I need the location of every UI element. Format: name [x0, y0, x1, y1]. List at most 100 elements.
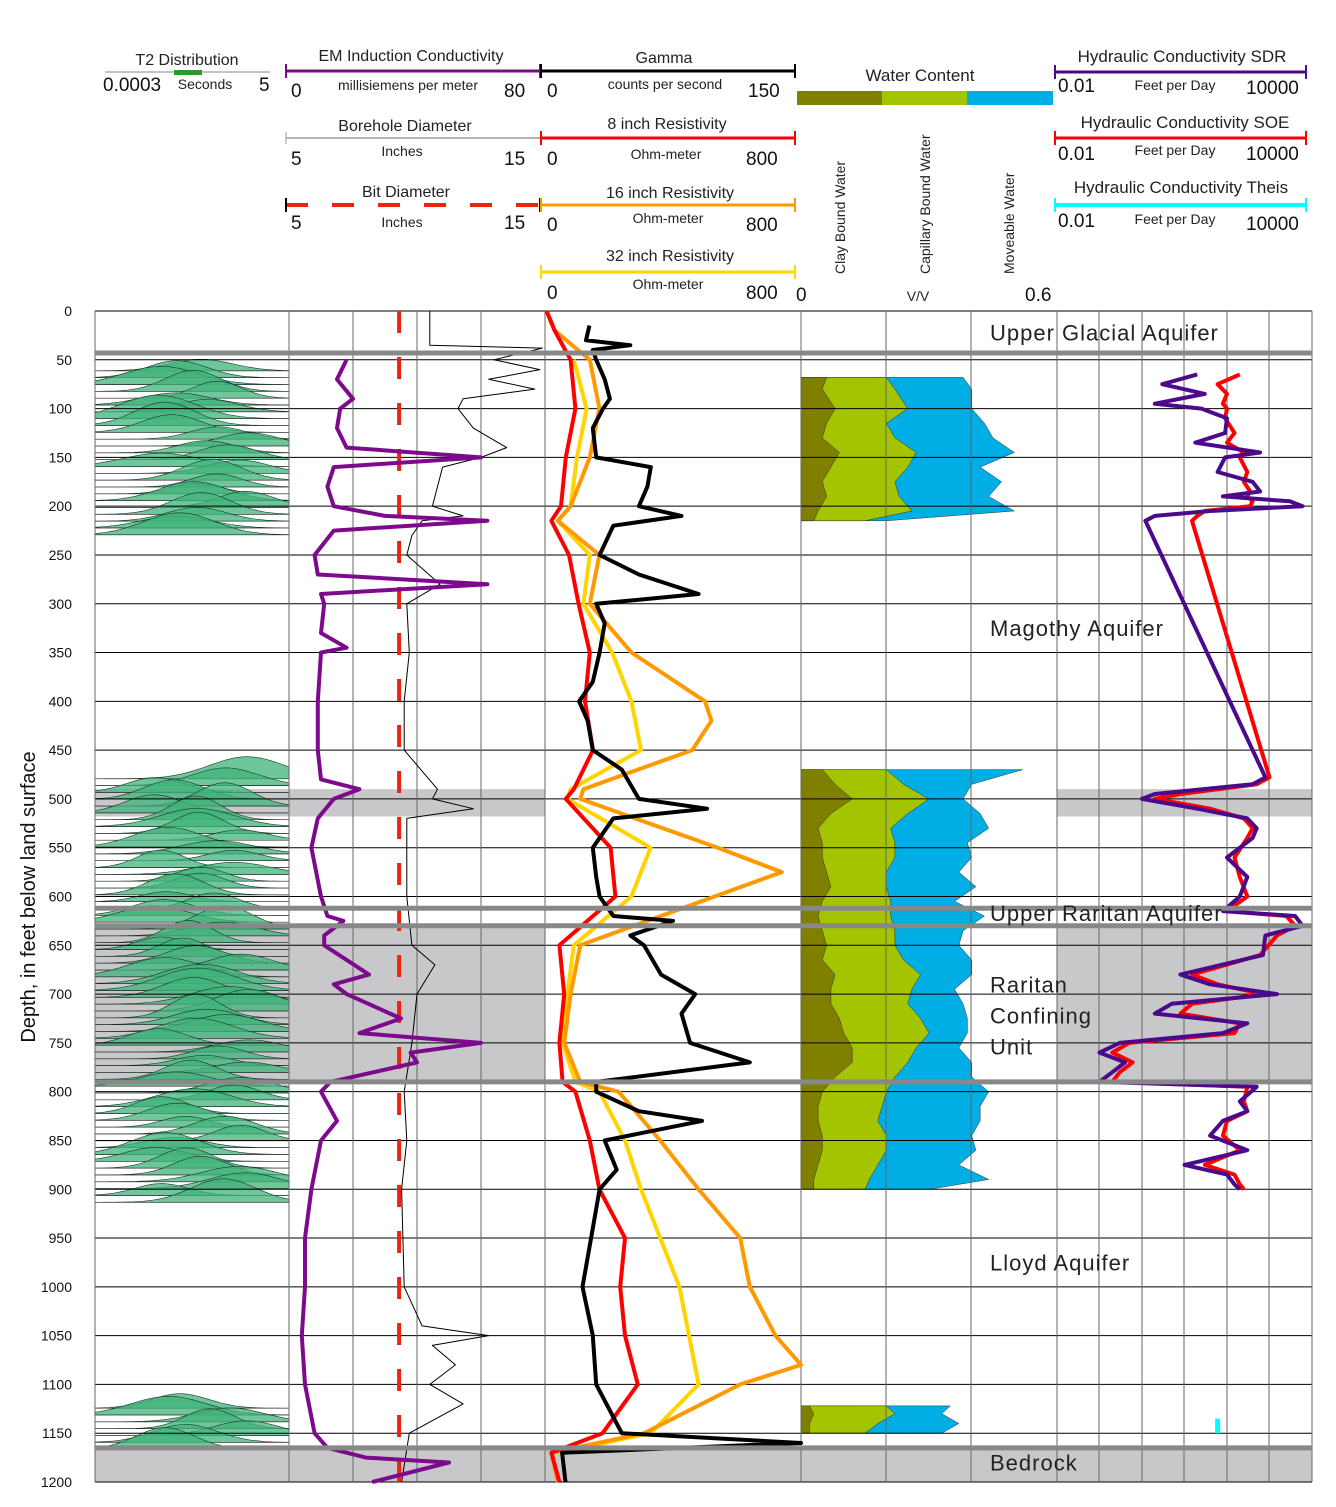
depth-tick-label: 0 — [64, 303, 72, 319]
unit-boundaries — [95, 350, 1312, 1451]
legend-water-min: 0 — [796, 285, 807, 306]
depth-tick-label: 800 — [49, 1084, 73, 1100]
depth-tick-label: 1050 — [41, 1328, 72, 1344]
legend-water: Water Content Clay Bound Water Capillary… — [796, 66, 1053, 306]
legend-k-theis-unit: Feet per Day — [1135, 211, 1216, 227]
legend-gamma-min: 0 — [547, 81, 558, 102]
legend-gamma: Gamma 0 counts per second 150 — [540, 50, 796, 102]
depth-tick-label: 150 — [49, 449, 73, 465]
t2-trace — [94, 795, 290, 821]
legend-em-min: 0 — [291, 81, 302, 102]
legend-res8-unit: Ohm-meter — [631, 146, 702, 162]
depth-tick-label: 1000 — [41, 1279, 72, 1295]
depth-tick-label: 400 — [49, 693, 73, 709]
legend-k-theis-max: 10000 — [1246, 214, 1299, 235]
depth-tick-label: 50 — [56, 352, 72, 368]
depth-tick-label: 900 — [49, 1181, 73, 1197]
legend-gamma-title: Gamma — [636, 50, 693, 67]
legend-res16-max: 800 — [746, 215, 778, 236]
legend-res8: 8 inch Resistivity 0 Ohm-meter 800 — [540, 116, 796, 170]
resistivity-8in-curve — [544, 310, 640, 1483]
legend-k-soe: Hydraulic Conductivity SOE 0.01 Feet per… — [1054, 113, 1307, 165]
legend-k-soe-title: Hydraulic Conductivity SOE — [1081, 113, 1290, 132]
legend-clay-swatch — [797, 91, 882, 105]
t2-trace — [94, 370, 290, 392]
legend-em-max: 80 — [504, 81, 525, 102]
legend-res32-min: 0 — [547, 283, 558, 304]
legend-moveable-label: Moveable Water — [1001, 172, 1017, 274]
legend-k-sdr-title: Hydraulic Conductivity SDR — [1078, 47, 1287, 66]
legend-bit-unit: Inches — [381, 214, 422, 230]
depth-tick-label: 350 — [49, 645, 73, 661]
t2-trace — [94, 826, 290, 848]
depth-tick-label: 700 — [49, 986, 73, 1002]
legend-t2-title: T2 Distribution — [135, 52, 238, 69]
gamma-curve — [560, 325, 803, 1483]
legend-bit-min: 5 — [291, 213, 302, 234]
legend-em-unit: millisiemens per meter — [338, 77, 478, 93]
depth-tick-label: 550 — [49, 840, 73, 856]
legend-k-theis-min: 0.01 — [1058, 211, 1095, 232]
legend-capillary-swatch — [882, 91, 967, 105]
depth-tick-label: 450 — [49, 742, 73, 758]
legend-res8-title: 8 inch Resistivity — [607, 116, 726, 133]
depth-tick-label: 950 — [49, 1230, 73, 1246]
legend-water-max: 0.6 — [1025, 285, 1051, 306]
resistivity-16in-curve — [544, 310, 803, 1483]
legend-t2: T2 Distribution 0.0003 Seconds 5 — [103, 52, 270, 96]
legend-k-sdr-max: 10000 — [1246, 78, 1299, 99]
legend-res16-title: 16 inch Resistivity — [606, 185, 734, 202]
legend-t2-unit: Seconds — [178, 76, 232, 92]
t2-distribution-track — [94, 359, 290, 1450]
t2-trace — [94, 492, 290, 515]
unit-label: Upper Glacial Aquifer — [990, 320, 1219, 345]
legend-res32-max: 800 — [746, 283, 778, 304]
legend-gamma-unit: counts per second — [608, 76, 722, 92]
borehole-diameter-curve — [401, 311, 543, 1483]
clay-bound-water-area — [800, 377, 840, 522]
legend-res32-title: 32 inch Resistivity — [606, 248, 734, 265]
unit-label: Lloyd Aquifer — [990, 1250, 1130, 1275]
legend-borehole: Borehole Diameter 5 Inches 15 — [285, 118, 540, 170]
t2-trace — [94, 1059, 290, 1080]
depth-tick-label: 1150 — [42, 1425, 72, 1441]
legend-bit-title: Bit Diameter — [362, 184, 451, 201]
t2-trace — [94, 1102, 289, 1121]
k-sdr-curve — [1097, 372, 1305, 1191]
unit-label: Confining — [990, 1003, 1092, 1028]
curves — [299, 310, 1305, 1484]
legend-res32-unit: Ohm-meter — [633, 276, 704, 292]
legend-bit-max: 15 — [504, 213, 525, 234]
legend-t2-min: 0.0003 — [103, 75, 161, 96]
legend-borehole-min: 5 — [291, 149, 302, 170]
t2-trace — [94, 812, 290, 834]
depth-tick-label: 100 — [49, 401, 73, 417]
legend-k-theis: Hydraulic Conductivity Theis 0.01 Feet p… — [1054, 178, 1307, 235]
t2-trace — [94, 512, 290, 536]
em-conductivity-curve — [299, 358, 490, 1484]
unit-label: Unit — [990, 1034, 1033, 1059]
legend-t2-swatch — [174, 70, 202, 75]
legend-gamma-max: 150 — [748, 81, 780, 102]
depth-tick-label: 650 — [49, 937, 73, 953]
shaded-interval — [95, 1447, 1312, 1482]
legend-clay-label: Clay Bound Water — [832, 161, 848, 274]
legend-k-soe-unit: Feet per Day — [1135, 142, 1216, 158]
legend-k-theis-title: Hydraulic Conductivity Theis — [1074, 178, 1288, 197]
legend-k-soe-max: 10000 — [1246, 144, 1299, 165]
y-axis-label: Depth, in feet below land surface — [18, 751, 40, 1042]
depth-tick-label: 600 — [49, 889, 73, 905]
depth-tick-label: 300 — [49, 596, 73, 612]
legend-em-title: EM Induction Conductivity — [319, 48, 504, 65]
legend-water-unit: V/V — [907, 288, 930, 304]
legend-res8-min: 0 — [547, 149, 558, 170]
legend-res16-min: 0 — [547, 215, 558, 236]
legend-capillary-label: Capillary Bound Water — [917, 134, 933, 274]
legend-water-title: Water Content — [866, 66, 975, 85]
depth-tick-label: 200 — [49, 498, 73, 514]
legend-borehole-title: Borehole Diameter — [338, 118, 472, 135]
legend-borehole-unit: Inches — [381, 143, 422, 159]
unit-label: Upper Raritan Aquifer — [990, 901, 1223, 926]
depth-tick-label: 750 — [49, 1035, 73, 1051]
